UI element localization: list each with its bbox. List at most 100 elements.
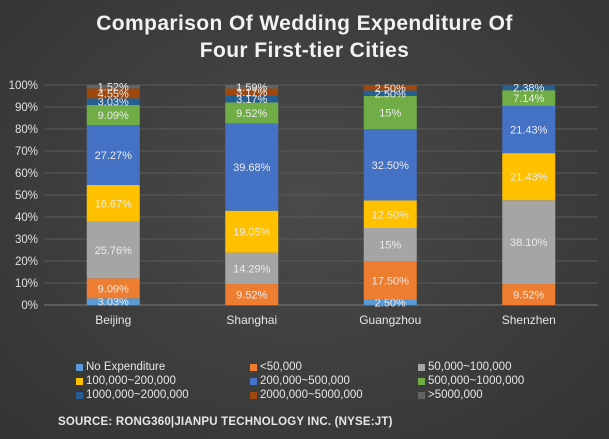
bar-segment	[502, 153, 556, 201]
bar-segment	[86, 278, 140, 299]
data-label: 27.27%	[95, 150, 133, 162]
bar-segment	[225, 210, 279, 253]
source-note: SOURCE: RONG360|JIANPU TECHNOLOGY INC. (…	[58, 416, 393, 428]
bar-segment	[363, 96, 417, 129]
data-label: 17.50%	[372, 275, 410, 287]
bar-segment	[363, 200, 417, 228]
data-label: 9.09%	[98, 283, 129, 295]
bar-segment	[86, 124, 140, 185]
bar-segment	[225, 102, 279, 124]
data-label: 3.17%	[236, 94, 267, 106]
legend-item: 2000,000~5000,000	[250, 389, 363, 401]
data-label: 14.29%	[233, 263, 271, 275]
y-tick-label: 40%	[15, 212, 38, 224]
legend-swatch	[76, 377, 83, 385]
data-label: 9.52%	[236, 290, 267, 302]
legend-swatch	[76, 363, 83, 371]
data-label: 2.38%	[513, 83, 544, 95]
bar-segment	[86, 184, 140, 222]
y-tick-label: 100%	[9, 80, 38, 92]
bar-segment	[225, 252, 279, 285]
legend-item: 50,000~100,000	[418, 361, 511, 373]
chart-title-line-1: Comparison Of Wedding Expenditure Of	[96, 12, 513, 35]
bar-segment	[363, 299, 417, 305]
data-label: 21.43%	[510, 172, 548, 184]
y-tick-label: 20%	[15, 256, 38, 268]
y-tick-label: 10%	[15, 278, 38, 290]
y-tick-label: 50%	[15, 190, 38, 202]
bar-segment	[86, 221, 140, 279]
stacked-bar-chart: 0%10%20%30%40%50%60%70%80%90%100%3.03%9.…	[9, 80, 598, 327]
legend-swatch	[418, 391, 425, 399]
legend-swatch	[250, 377, 257, 385]
data-label: 3.03%	[98, 97, 129, 109]
legend-item: 500,000~1000,000	[418, 375, 524, 387]
x-tick-label: Shenzhen	[502, 313, 556, 327]
bar-segment	[502, 284, 556, 305]
data-label: 7.14%	[513, 93, 544, 105]
legend-label: 2000,000~5000,000	[260, 389, 363, 401]
data-label: 4.55%	[98, 88, 129, 100]
y-tick-label: 70%	[15, 146, 38, 158]
data-label: 1.52%	[98, 82, 129, 94]
chart-title: Comparison Of Wedding Expenditure Of Fou…	[0, 10, 609, 64]
legend-label: 1000,000~2000,000	[86, 389, 189, 401]
bar-segment	[502, 85, 556, 91]
data-label: 21.43%	[510, 125, 548, 137]
data-label: 32.50%	[372, 160, 410, 172]
legend-item: 1000,000~2000,000	[76, 389, 189, 401]
chart-title-line-2: Four First-tier Cities	[199, 39, 410, 62]
y-tick-label: 80%	[15, 124, 38, 136]
legend-swatch	[250, 391, 257, 399]
data-label: 9.52%	[513, 290, 544, 302]
bar-segment	[363, 85, 417, 91]
bar-segment	[363, 228, 417, 261]
legend-swatch	[418, 363, 425, 371]
legend-label: No Expenditure	[86, 361, 166, 373]
y-tick-label: 90%	[15, 102, 38, 114]
data-label: 9.09%	[98, 110, 129, 122]
legend-swatch	[418, 377, 425, 385]
x-tick-label: Beijing	[95, 313, 131, 327]
bar-segment	[225, 284, 279, 305]
data-label: 19.05%	[233, 227, 271, 239]
bar-segment	[225, 95, 279, 103]
legend-label: 50,000~100,000	[428, 361, 512, 373]
y-tick-label: 0%	[21, 300, 38, 312]
y-tick-label: 60%	[15, 168, 38, 180]
legend-label: 200,000~500,000	[260, 375, 350, 387]
y-tick-label: 30%	[15, 234, 38, 246]
legend-item: <50,000	[250, 361, 302, 373]
legend-item: 200,000~500,000	[250, 375, 350, 387]
bar-segment	[502, 200, 556, 285]
data-label: 15%	[379, 108, 401, 120]
bar-segment	[86, 84, 140, 89]
data-label: 2.50%	[375, 83, 406, 95]
legend-item: No Expenditure	[76, 361, 165, 373]
data-label: 25.76%	[95, 245, 133, 257]
bar-segment	[86, 88, 140, 99]
data-label: 38.10%	[510, 237, 548, 249]
legend-swatch	[250, 363, 257, 371]
data-label: 39.68%	[233, 162, 271, 174]
legend-swatch	[76, 391, 83, 399]
data-label: 9.52%	[236, 108, 267, 120]
bar-segment	[225, 88, 279, 96]
bar-segment	[86, 98, 140, 105]
bar-segment	[86, 298, 140, 305]
x-tick-label: Guangzhou	[359, 313, 421, 327]
legend-label: <50,000	[260, 361, 302, 373]
legend-item: >5000,000	[418, 389, 483, 401]
x-tick-label: Shanghai	[226, 313, 277, 327]
data-label: 3.17%	[236, 87, 267, 99]
bar-segment	[86, 104, 140, 125]
bar-segment	[363, 261, 417, 300]
data-label: 2.50%	[375, 88, 406, 100]
bar-segment	[502, 90, 556, 106]
bar-segment	[363, 129, 417, 201]
legend-label: 500,000~1000,000	[428, 375, 525, 387]
bar-segment	[225, 85, 279, 89]
data-label: 16.67%	[95, 198, 133, 210]
bar-segment	[502, 105, 556, 154]
